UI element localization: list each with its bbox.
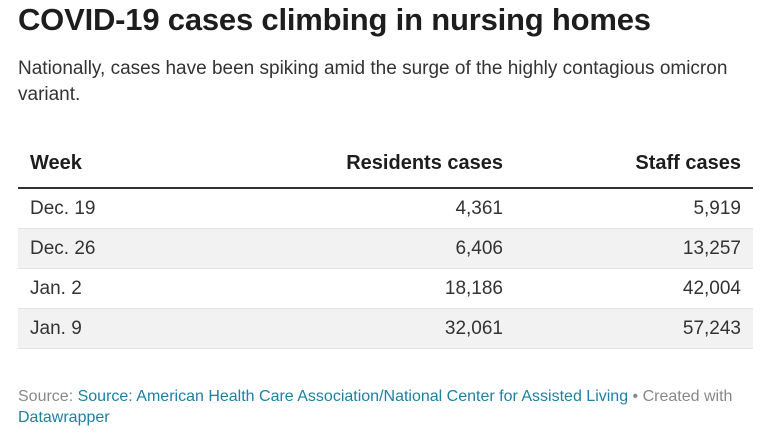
table-header: Week Residents cases Staff cases <box>18 140 753 189</box>
column-header-residents-cases[interactable]: Residents cases <box>346 152 503 174</box>
table-row: Jan. 9 32,061 57,243 <box>18 309 753 349</box>
cell-week: Dec. 26 <box>30 237 96 259</box>
table-row: Dec. 19 4,361 5,919 <box>18 189 753 229</box>
data-table: Week Residents cases Staff cases Dec. 19… <box>18 140 753 349</box>
chart-title: COVID-19 cases climbing in nursing homes <box>18 2 651 37</box>
cell-week: Dec. 19 <box>30 197 96 219</box>
cell-staff-cases: 42,004 <box>682 277 741 299</box>
created-with-label: • Created with <box>628 388 733 405</box>
cell-residents-cases: 4,361 <box>455 197 503 219</box>
cell-week: Jan. 2 <box>30 277 82 299</box>
cell-staff-cases: 5,919 <box>693 197 741 219</box>
table-row: Jan. 2 18,186 42,004 <box>18 269 753 309</box>
source-link[interactable]: Source: American Health Care Association… <box>77 388 629 405</box>
table-row: Dec. 26 6,406 13,257 <box>18 229 753 269</box>
cell-residents-cases: 32,061 <box>444 317 503 339</box>
chart-footer: Source: Source: American Health Care Ass… <box>18 386 748 428</box>
datawrapper-link[interactable]: Datawrapper <box>18 409 110 426</box>
source-label: Source: <box>18 388 78 405</box>
cell-residents-cases: 6,406 <box>455 237 503 259</box>
cell-staff-cases: 13,257 <box>682 237 741 259</box>
column-header-week[interactable]: Week <box>30 152 82 174</box>
cell-week: Jan. 9 <box>30 317 82 339</box>
cell-residents-cases: 18,186 <box>444 277 503 299</box>
column-header-staff-cases[interactable]: Staff cases <box>635 152 741 174</box>
cell-staff-cases: 57,243 <box>682 317 741 339</box>
chart-subtitle: Nationally, cases have been spiking amid… <box>18 58 728 105</box>
